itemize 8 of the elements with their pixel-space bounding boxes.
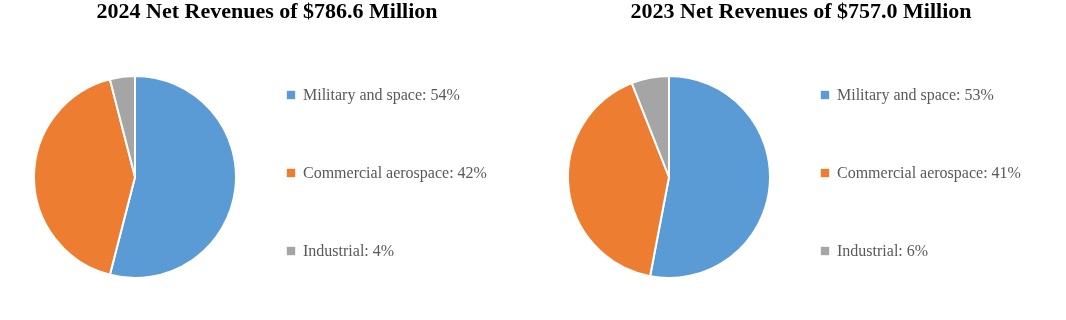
legend-label: Military and space: 54% xyxy=(303,86,460,104)
legend-label: Commercial aerospace: 42% xyxy=(303,164,487,182)
legend-label: Commercial aerospace: 41% xyxy=(837,164,1021,182)
legend-label: Industrial: 6% xyxy=(837,242,929,259)
chart-title: 2023 Net Revenues of $757.0 Million xyxy=(630,0,972,23)
legend-label: Military and space: 53% xyxy=(837,86,994,104)
legend-label: Industrial: 4% xyxy=(303,242,395,259)
chart-title: 2024 Net Revenues of $786.6 Million xyxy=(96,0,438,23)
